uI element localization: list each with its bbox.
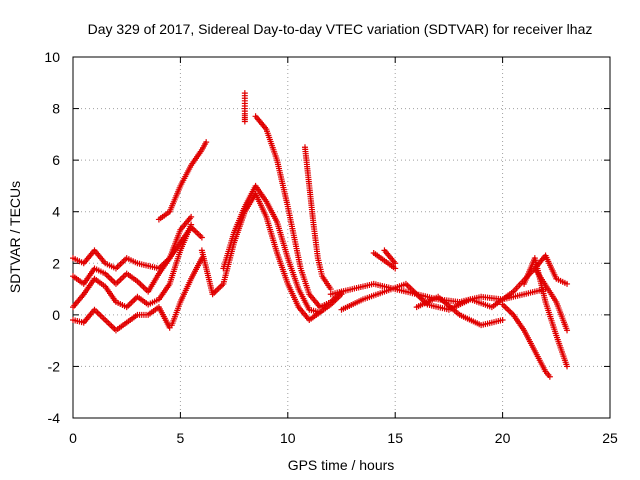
x-tick-label: 10 — [280, 430, 296, 446]
data-point — [198, 234, 205, 241]
data-point — [499, 317, 506, 324]
series-arc-1 — [70, 224, 205, 272]
y-tick-label: 0 — [52, 307, 60, 323]
series-arc-2 — [70, 213, 195, 295]
series-arc-17 — [499, 301, 553, 380]
data-point — [392, 265, 399, 272]
data-point — [564, 363, 571, 370]
y-tick-label: 10 — [44, 49, 60, 65]
series-arc-14 — [370, 249, 399, 272]
series-arc-16 — [413, 293, 506, 329]
data-point — [564, 327, 571, 334]
x-tick-labels: 0 5 10 15 20 25 — [69, 430, 618, 446]
y-tick-label: 8 — [52, 101, 60, 117]
x-tick-label: 25 — [602, 430, 618, 446]
data-point — [564, 280, 571, 287]
data-point — [327, 286, 334, 293]
data-point — [546, 373, 553, 380]
series-arc-10 — [252, 113, 345, 311]
data-point — [203, 139, 210, 146]
y-axis-label: SDTVAR / TECUs — [7, 181, 23, 293]
data-point — [188, 213, 195, 220]
y-tick-label: 2 — [52, 255, 60, 271]
axis-ticks — [72, 56, 611, 419]
x-axis-label: GPS time / hours — [288, 457, 395, 473]
x-tick-label: 0 — [69, 430, 77, 446]
series-arc-19 — [531, 252, 571, 287]
x-tick-label: 20 — [495, 430, 511, 446]
y-tick-label: -2 — [48, 358, 61, 374]
series-arc-3 — [70, 221, 195, 311]
series-arc-4 — [70, 304, 173, 334]
series-arc-6 — [168, 255, 205, 329]
x-tick-label: 5 — [177, 430, 185, 446]
y-tick-label: 6 — [52, 152, 60, 168]
grid — [73, 57, 610, 418]
series-arc-15 — [381, 247, 399, 267]
series-arc-18 — [521, 255, 571, 370]
data-point — [241, 90, 248, 97]
series-arc-13 — [338, 265, 571, 334]
y-tick-label: 4 — [52, 204, 60, 220]
series-arc-8 — [220, 182, 324, 316]
chart-title: Day 329 of 2017, Sidereal Day-to-day VTE… — [88, 21, 593, 37]
data-points — [70, 90, 571, 380]
series-arc-9 — [241, 90, 248, 125]
series-arc-11 — [301, 144, 334, 293]
y-tick-labels: -4 -2 0 2 4 6 8 10 — [44, 49, 60, 426]
plot-frame — [72, 56, 611, 419]
series-arc-5 — [155, 139, 210, 223]
data-point — [188, 221, 195, 228]
data-point — [392, 260, 399, 267]
x-tick-label: 15 — [387, 430, 403, 446]
y-tick-label: -4 — [48, 410, 61, 426]
data-point — [317, 309, 324, 316]
